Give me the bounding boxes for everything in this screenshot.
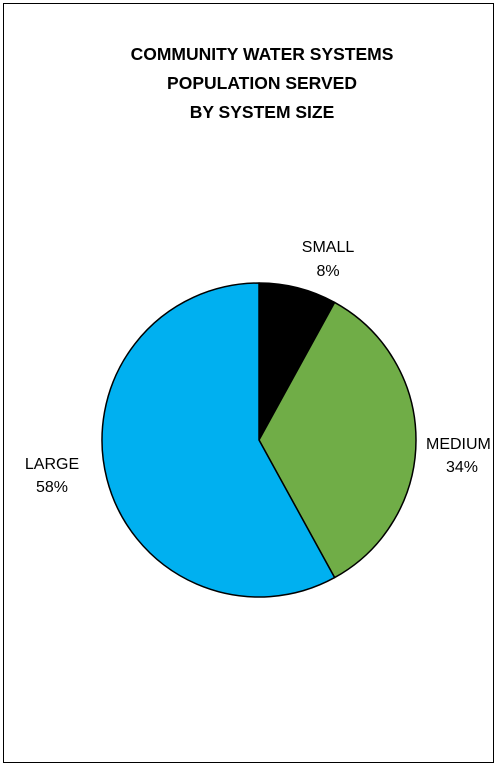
slice-label-small-value: 8% xyxy=(316,263,339,280)
slice-label-medium-name: MEDIUM xyxy=(426,436,491,453)
chart-title: COMMUNITY WATER SYSTEMS POPULATION SERVE… xyxy=(131,44,394,122)
slice-label-large-value: 58% xyxy=(36,479,68,496)
pie-slices xyxy=(101,282,417,598)
slice-label-large: LARGE 58% xyxy=(25,456,79,496)
title-line-3: BY SYSTEM SIZE xyxy=(190,102,335,122)
title-line-2: POPULATION SERVED xyxy=(167,73,357,93)
pie-slice-medium xyxy=(258,301,417,579)
slice-label-medium-value: 34% xyxy=(446,459,478,476)
slice-label-large-name: LARGE xyxy=(25,456,79,473)
slice-label-small-name: SMALL xyxy=(302,239,355,256)
pie-slice-large xyxy=(101,282,336,598)
slice-label-small: SMALL 8% xyxy=(302,239,355,280)
slice-label-medium: MEDIUM 34% xyxy=(426,436,491,476)
title-line-1: COMMUNITY WATER SYSTEMS xyxy=(131,44,394,64)
